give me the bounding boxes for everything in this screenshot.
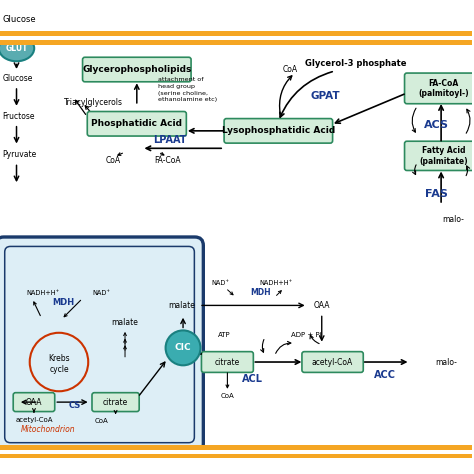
Text: malate: malate xyxy=(111,319,138,328)
FancyBboxPatch shape xyxy=(404,141,474,171)
Text: LPAAT: LPAAT xyxy=(153,135,187,146)
FancyBboxPatch shape xyxy=(82,57,191,82)
Text: Glucose: Glucose xyxy=(2,16,36,25)
Text: MDH: MDH xyxy=(53,298,75,307)
Circle shape xyxy=(165,330,201,365)
Text: Krebs: Krebs xyxy=(48,354,70,363)
Text: Fructose: Fructose xyxy=(2,112,35,121)
Text: CoA: CoA xyxy=(106,156,121,165)
FancyBboxPatch shape xyxy=(13,392,55,411)
Text: Pyruvate: Pyruvate xyxy=(2,150,36,159)
Bar xyxy=(0,31,472,45)
Text: Lysophosphatidic Acid: Lysophosphatidic Acid xyxy=(222,127,335,136)
FancyBboxPatch shape xyxy=(0,237,203,452)
Text: acetyl-CoA: acetyl-CoA xyxy=(15,417,53,423)
FancyBboxPatch shape xyxy=(302,352,363,373)
Text: NADH+H⁺: NADH+H⁺ xyxy=(259,280,293,286)
Text: OAA: OAA xyxy=(313,301,330,310)
FancyBboxPatch shape xyxy=(224,118,333,143)
Text: NADH+H⁺: NADH+H⁺ xyxy=(26,290,59,296)
FancyBboxPatch shape xyxy=(92,392,139,411)
Bar xyxy=(0,450,472,454)
Text: ADP + Pi: ADP + Pi xyxy=(292,332,322,338)
Text: ATP: ATP xyxy=(218,332,230,338)
Text: Phosphatidic Acid: Phosphatidic Acid xyxy=(91,119,182,128)
Text: CoA: CoA xyxy=(220,393,234,400)
Bar xyxy=(0,36,472,40)
Text: Mitochondrion: Mitochondrion xyxy=(21,425,76,434)
Text: FAS: FAS xyxy=(425,189,448,199)
Text: FA-CoA
(palmitoyl-): FA-CoA (palmitoyl-) xyxy=(418,79,469,98)
Text: Glycerol-3 phosphate: Glycerol-3 phosphate xyxy=(305,59,407,68)
Text: NAD⁺: NAD⁺ xyxy=(92,290,110,296)
Text: GLUT: GLUT xyxy=(5,44,28,53)
Text: malo-: malo- xyxy=(442,215,464,224)
Text: OAA: OAA xyxy=(26,398,42,407)
Text: FA-CoA: FA-CoA xyxy=(154,156,181,165)
Text: malo-: malo- xyxy=(435,357,457,366)
Text: CoA: CoA xyxy=(94,418,108,424)
Text: attachment of
head group
(serine choline,
ethanolamine etc): attachment of head group (serine choline… xyxy=(158,77,217,102)
Text: malate: malate xyxy=(168,301,195,310)
Text: ACC: ACC xyxy=(374,370,395,380)
Bar xyxy=(0,445,472,458)
Text: citrate: citrate xyxy=(215,357,240,366)
Text: CS: CS xyxy=(68,401,81,410)
Text: ACS: ACS xyxy=(424,120,449,130)
Text: MDH: MDH xyxy=(250,288,271,297)
Text: Triacylglycerols: Triacylglycerols xyxy=(64,98,123,107)
Text: Glucose: Glucose xyxy=(2,74,33,83)
Text: GPAT: GPAT xyxy=(311,91,340,101)
FancyBboxPatch shape xyxy=(404,73,474,104)
Text: acetyl-CoA: acetyl-CoA xyxy=(312,357,353,366)
Text: ACL: ACL xyxy=(242,374,263,384)
Text: CoA: CoA xyxy=(283,65,298,74)
Text: CIC: CIC xyxy=(175,343,191,352)
FancyBboxPatch shape xyxy=(87,111,186,136)
Text: NAD⁺: NAD⁺ xyxy=(211,280,229,286)
Text: cycle: cycle xyxy=(49,365,69,374)
Text: Glycerophospholipids: Glycerophospholipids xyxy=(82,65,191,74)
FancyBboxPatch shape xyxy=(201,352,253,373)
Text: citrate: citrate xyxy=(103,398,128,407)
Ellipse shape xyxy=(0,36,34,61)
Text: Fatty Acid
(palmitate): Fatty Acid (palmitate) xyxy=(419,146,468,165)
